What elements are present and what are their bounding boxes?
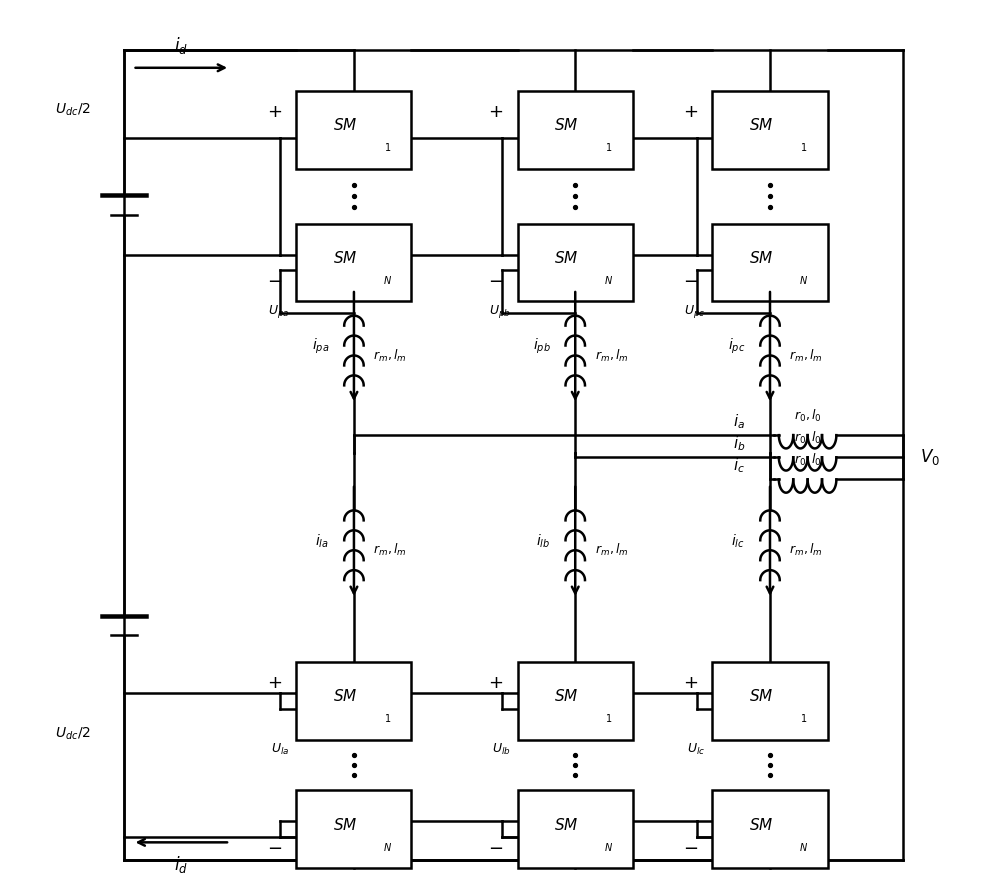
Text: $i_{pc}$: $i_{pc}$ xyxy=(728,337,745,356)
Bar xyxy=(518,662,633,740)
Text: $SM$: $SM$ xyxy=(333,250,357,266)
Text: $U_{la}$: $U_{la}$ xyxy=(271,741,289,757)
Text: $SM$: $SM$ xyxy=(333,117,357,133)
Text: $i_{a}$: $i_{a}$ xyxy=(733,413,745,432)
Bar xyxy=(712,662,828,740)
Text: $SM$: $SM$ xyxy=(554,117,579,133)
Text: $SM$: $SM$ xyxy=(749,117,773,133)
Bar xyxy=(712,790,828,868)
Text: $r_m,l_m$: $r_m,l_m$ xyxy=(373,347,407,363)
Text: $SM$: $SM$ xyxy=(749,688,773,704)
Text: $U_{lb}$: $U_{lb}$ xyxy=(492,741,511,757)
Bar xyxy=(518,224,633,302)
Text: $r_0,l_0$: $r_0,l_0$ xyxy=(794,430,822,446)
Text: $SM$: $SM$ xyxy=(333,688,357,704)
Text: $-$: $-$ xyxy=(267,837,282,856)
Text: $+$: $+$ xyxy=(267,103,282,121)
Text: $+$: $+$ xyxy=(267,674,282,692)
Text: $i_d$: $i_d$ xyxy=(174,36,188,56)
Text: $i_{lc}$: $i_{lc}$ xyxy=(731,533,745,550)
Text: $r_m,l_m$: $r_m,l_m$ xyxy=(789,543,823,559)
Text: $_N$: $_N$ xyxy=(383,274,392,287)
Bar xyxy=(518,91,633,169)
Text: $_1$: $_1$ xyxy=(800,140,807,155)
Bar xyxy=(296,91,411,169)
Text: $-$: $-$ xyxy=(683,271,698,289)
Bar xyxy=(518,790,633,868)
Text: $_N$: $_N$ xyxy=(604,840,613,853)
Text: $r_0,l_0$: $r_0,l_0$ xyxy=(794,408,822,424)
Text: $-$: $-$ xyxy=(267,271,282,289)
Text: $r_m,l_m$: $r_m,l_m$ xyxy=(595,347,629,363)
Text: $r_m,l_m$: $r_m,l_m$ xyxy=(595,543,629,559)
Text: $-$: $-$ xyxy=(488,271,503,289)
Bar xyxy=(296,790,411,868)
Text: $_1$: $_1$ xyxy=(605,711,613,725)
Bar xyxy=(712,91,828,169)
Text: $_1$: $_1$ xyxy=(605,140,613,155)
Text: $V_0$: $V_0$ xyxy=(920,448,940,467)
Text: $+$: $+$ xyxy=(683,103,698,121)
Text: $_1$: $_1$ xyxy=(800,711,807,725)
Text: $_N$: $_N$ xyxy=(799,840,808,853)
Text: $SM$: $SM$ xyxy=(749,250,773,266)
Text: $r_m,l_m$: $r_m,l_m$ xyxy=(789,347,823,363)
Bar xyxy=(296,224,411,302)
Text: $_N$: $_N$ xyxy=(799,274,808,287)
Bar xyxy=(296,662,411,740)
Text: $_1$: $_1$ xyxy=(384,711,391,725)
Text: $U_{pa}$: $U_{pa}$ xyxy=(268,303,289,320)
Text: $SM$: $SM$ xyxy=(333,817,357,833)
Text: $i_{b}$: $i_{b}$ xyxy=(733,434,745,454)
Text: $U_{dc}/2$: $U_{dc}/2$ xyxy=(55,101,90,118)
Text: $i_{pa}$: $i_{pa}$ xyxy=(312,337,329,356)
Bar xyxy=(712,224,828,302)
Text: $-$: $-$ xyxy=(683,837,698,856)
Text: $r_m,l_m$: $r_m,l_m$ xyxy=(373,543,407,559)
Text: $_N$: $_N$ xyxy=(604,274,613,287)
Text: $+$: $+$ xyxy=(683,674,698,692)
Text: $+$: $+$ xyxy=(488,674,503,692)
Text: $U_{lc}$: $U_{lc}$ xyxy=(687,741,705,757)
Text: $i_d$: $i_d$ xyxy=(174,854,188,875)
Text: $i_{la}$: $i_{la}$ xyxy=(315,533,329,550)
Text: $SM$: $SM$ xyxy=(554,817,579,833)
Text: $U_{dc}/2$: $U_{dc}/2$ xyxy=(55,725,90,742)
Text: $SM$: $SM$ xyxy=(749,817,773,833)
Text: $_1$: $_1$ xyxy=(384,140,391,155)
Text: $_N$: $_N$ xyxy=(383,840,392,853)
Text: $U_{pb}$: $U_{pb}$ xyxy=(489,303,511,320)
Text: $r_0,l_0$: $r_0,l_0$ xyxy=(794,452,822,468)
Text: $i_{lb}$: $i_{lb}$ xyxy=(536,533,550,550)
Text: $SM$: $SM$ xyxy=(554,250,579,266)
Text: $-$: $-$ xyxy=(488,837,503,856)
Text: $i_{pb}$: $i_{pb}$ xyxy=(533,337,550,356)
Text: $U_{pc}$: $U_{pc}$ xyxy=(684,303,705,320)
Text: $SM$: $SM$ xyxy=(554,688,579,704)
Text: $i_{c}$: $i_{c}$ xyxy=(733,456,745,475)
Text: $+$: $+$ xyxy=(488,103,503,121)
